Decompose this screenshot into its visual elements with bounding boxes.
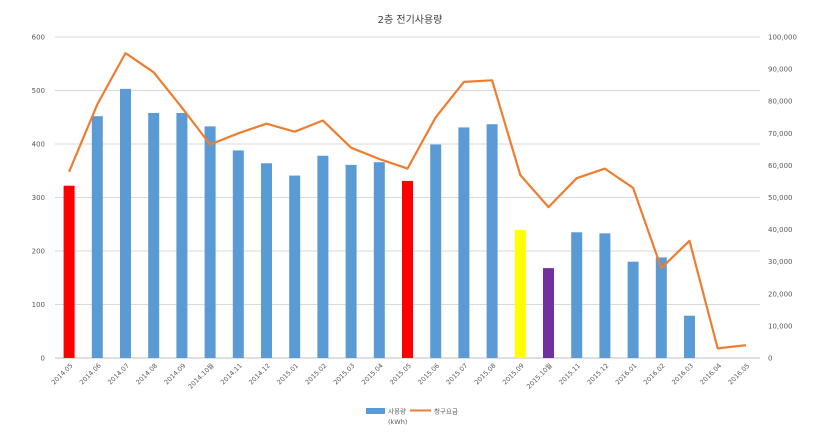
usage-bar bbox=[543, 268, 554, 358]
usage-bar bbox=[346, 165, 357, 358]
right-tick-label: 100,000 bbox=[768, 34, 797, 42]
x-tick-label: 2015.06 bbox=[416, 362, 441, 387]
legend: 사용량 (kWh) 청구요금 bbox=[366, 407, 458, 427]
usage-bar bbox=[374, 162, 385, 358]
left-tick-label: 100 bbox=[32, 301, 45, 309]
x-tick-label: 2016.03 bbox=[670, 362, 695, 387]
left-tick-label: 500 bbox=[32, 87, 45, 95]
x-tick-label: 2014.06 bbox=[78, 362, 103, 387]
legend-label-charge: 청구요금 bbox=[434, 408, 458, 416]
usage-bar bbox=[402, 181, 413, 358]
x-tick-label: 2015.10월 bbox=[524, 361, 554, 391]
usage-bars bbox=[64, 89, 695, 358]
left-axis: 0 100 200 300 400 500 600 bbox=[32, 34, 45, 363]
usage-bar bbox=[148, 113, 159, 358]
usage-bar bbox=[515, 230, 526, 358]
left-tick-label: 600 bbox=[32, 34, 45, 42]
x-tick-label: 2014.12 bbox=[247, 362, 272, 387]
usage-bar bbox=[176, 113, 187, 358]
x-tick-label: 2014.05 bbox=[50, 362, 75, 387]
left-tick-label: 200 bbox=[32, 248, 45, 256]
left-tick-label: 300 bbox=[32, 194, 45, 202]
x-tick-label: 2015.09 bbox=[501, 362, 526, 387]
left-tick-label: 0 bbox=[41, 355, 45, 363]
x-tick-label: 2014.11 bbox=[219, 362, 244, 387]
usage-bar bbox=[317, 156, 328, 358]
usage-bar bbox=[261, 163, 272, 358]
x-tick-label: 2015.04 bbox=[360, 362, 385, 387]
usage-bar bbox=[458, 127, 469, 358]
x-tick-label: 2014.07 bbox=[106, 362, 131, 387]
x-tick-label: 2015.02 bbox=[304, 362, 329, 387]
legend-swatch-usage bbox=[366, 408, 385, 414]
x-tick-label: 2014.08 bbox=[134, 362, 159, 387]
x-tick-label: 2015.11 bbox=[557, 362, 582, 387]
right-tick-label: 20,000 bbox=[768, 290, 793, 298]
usage-bar bbox=[64, 186, 75, 358]
usage-bar bbox=[92, 116, 103, 358]
right-tick-label: 60,000 bbox=[768, 162, 793, 170]
usage-bar bbox=[289, 176, 300, 358]
x-tick-label: 2015.01 bbox=[275, 362, 300, 387]
usage-bar bbox=[628, 262, 639, 358]
usage-bar bbox=[571, 232, 582, 358]
x-tick-label: 2015.08 bbox=[473, 362, 498, 387]
right-axis: 0 10,000 20,000 30,000 40,000 50,000 60,000 70,… bbox=[768, 34, 797, 363]
x-tick-label: 2014.09 bbox=[163, 362, 188, 387]
x-tick-label: 2016.05 bbox=[727, 362, 752, 387]
right-tick-label: 70,000 bbox=[768, 130, 793, 138]
usage-bar bbox=[120, 89, 131, 358]
usage-bar bbox=[656, 257, 667, 358]
usage-bar bbox=[684, 316, 695, 358]
x-tick-label: 2016.04 bbox=[698, 362, 723, 387]
usage-bar bbox=[430, 145, 441, 358]
right-tick-label: 80,000 bbox=[768, 98, 793, 106]
x-tick-label: 2015.07 bbox=[445, 362, 470, 387]
legend-label-usage-unit: (kWh) bbox=[388, 418, 407, 426]
usage-bar bbox=[487, 124, 498, 358]
right-tick-label: 50,000 bbox=[768, 194, 793, 202]
usage-bar bbox=[599, 233, 610, 358]
x-tick-label: 2014.10월 bbox=[186, 361, 216, 391]
right-tick-label: 10,000 bbox=[768, 322, 793, 330]
x-tick-label: 2016.01 bbox=[614, 362, 639, 387]
x-tick-label: 2015.05 bbox=[388, 362, 413, 387]
chart-title: 2층 전기사용량 bbox=[378, 14, 443, 26]
right-tick-label: 90,000 bbox=[768, 66, 793, 74]
right-tick-label: 0 bbox=[768, 355, 772, 363]
right-tick-label: 40,000 bbox=[768, 226, 793, 234]
right-tick-label: 30,000 bbox=[768, 258, 793, 266]
x-tick-label: 2016.02 bbox=[642, 362, 667, 387]
x-tick-label: 2015.12 bbox=[586, 362, 611, 387]
left-tick-label: 400 bbox=[32, 141, 45, 149]
x-tick-label: 2015.03 bbox=[332, 362, 357, 387]
legend-label-usage: 사용량 bbox=[388, 407, 406, 416]
usage-bar bbox=[205, 126, 216, 358]
usage-bar bbox=[233, 150, 244, 358]
